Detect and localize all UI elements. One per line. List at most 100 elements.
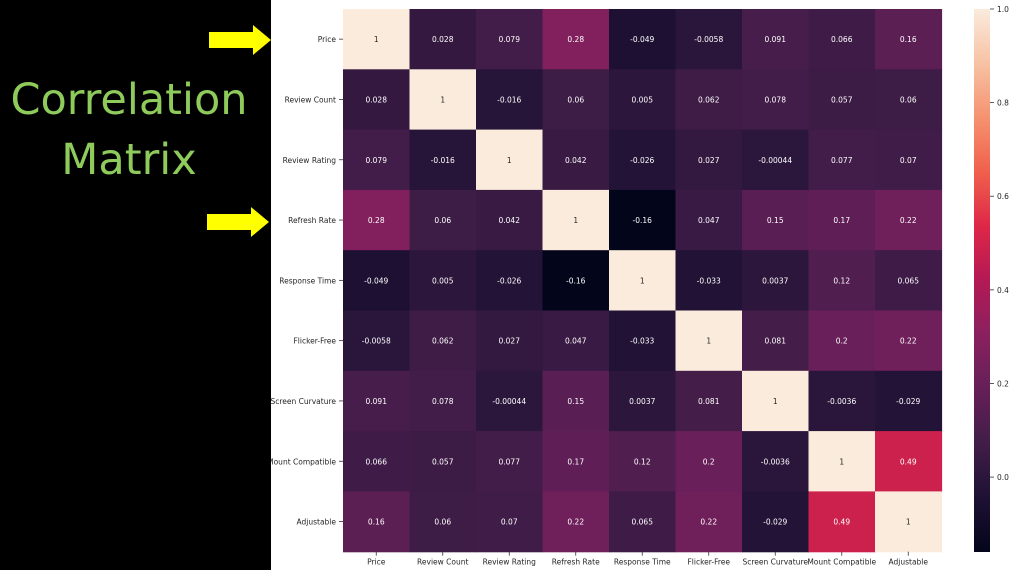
heatmap-cell	[343, 129, 411, 191]
cell-annotation: 0.047	[698, 216, 720, 225]
cell-annotation: 0.042	[499, 216, 521, 225]
cell-annotation: 0.027	[499, 337, 521, 346]
cell-annotation: 0.07	[900, 156, 917, 165]
cell-annotation: 1	[839, 457, 844, 466]
cell-annotation: 0.28	[368, 216, 385, 225]
cell-annotation: 0.16	[900, 35, 917, 44]
cell-annotation: 0.005	[432, 276, 454, 285]
cell-annotation: 1	[374, 35, 379, 44]
cell-annotation: -0.00044	[758, 156, 792, 165]
cell-annotation: 0.078	[432, 397, 454, 406]
x-tick-label: Mount Compatible	[807, 558, 876, 567]
y-tick-label: Price	[318, 35, 337, 44]
cell-annotation: -0.16	[566, 276, 586, 285]
heatmap-cell	[476, 69, 544, 131]
cell-annotation: -0.0036	[827, 397, 856, 406]
heatmap-cell	[542, 370, 610, 432]
cell-annotation: -0.016	[431, 156, 455, 165]
cell-annotation: 0.081	[698, 397, 720, 406]
y-tick-label: Mount Compatible	[271, 457, 336, 466]
heatmap-cell	[542, 491, 610, 553]
cell-annotation: 0.06	[434, 216, 451, 225]
cell-annotation: 1	[706, 337, 711, 346]
x-tick-label: Flicker-Free	[687, 558, 730, 567]
cell-annotation: 0.06	[900, 95, 917, 104]
cell-annotation: 0.047	[565, 337, 587, 346]
cell-annotation: 0.16	[368, 518, 385, 527]
slide-title: Correlation Matrix	[0, 70, 258, 190]
heatmap-cell	[343, 189, 411, 251]
cell-annotation: 1	[507, 156, 512, 165]
cell-annotation: -0.016	[497, 95, 521, 104]
heatmap-cell	[742, 310, 810, 372]
heatmap-cell	[343, 431, 411, 492]
heatmap-cell	[409, 491, 477, 553]
y-tick-label: Flicker-Free	[293, 337, 336, 346]
heatmap-cell	[875, 69, 943, 131]
heatmap-cell	[875, 310, 943, 372]
heatmap-cell	[675, 250, 743, 312]
heatmap-cell	[808, 370, 876, 432]
heatmap-cell	[609, 431, 677, 492]
cell-annotation: 0.057	[432, 457, 454, 466]
heatmap-cell	[675, 491, 743, 553]
cell-annotation: 1	[640, 276, 645, 285]
heatmap-cell	[409, 9, 477, 70]
cell-annotation: 0.0037	[762, 276, 788, 285]
heatmap-cell	[542, 310, 610, 372]
heatmap-cell	[609, 250, 677, 312]
cell-annotation: -0.00044	[492, 397, 526, 406]
heatmap-cell	[875, 9, 943, 70]
heatmap-cell	[409, 431, 477, 492]
heatmap-cell	[609, 69, 677, 131]
cell-annotation: -0.0058	[362, 337, 391, 346]
cell-annotation: 0.15	[767, 216, 784, 225]
y-tick-label: Adjustable	[297, 518, 337, 527]
heatmap-cell	[476, 310, 544, 372]
heatmap-cell	[609, 310, 677, 372]
heatmap-cell	[808, 491, 876, 553]
cell-annotation: 0.081	[765, 337, 787, 346]
y-tick-label: Refresh Rate	[288, 216, 336, 225]
cell-annotation: -0.0058	[694, 35, 723, 44]
cell-annotation: -0.026	[497, 276, 521, 285]
heatmap-cell	[409, 370, 477, 432]
cell-annotation: 0.079	[499, 35, 521, 44]
arrow-icon-refresh-rate	[207, 207, 269, 237]
y-tick-label: Review Count	[285, 95, 336, 104]
heatmap-cell	[343, 310, 411, 372]
x-tick-label: Screen Curvature	[742, 558, 808, 567]
cell-annotation: 0.062	[432, 337, 454, 346]
heatmap-cell	[675, 310, 743, 372]
heatmap-cell	[875, 250, 943, 312]
heatmap-cell	[476, 431, 544, 492]
x-tick-label: Review Count	[417, 558, 468, 567]
heatmap-cell	[609, 9, 677, 70]
x-tick-label: Response Time	[614, 558, 671, 567]
heatmap-cell	[808, 250, 876, 312]
cell-annotation: 0.078	[765, 95, 787, 104]
cell-annotation: -0.0036	[761, 457, 790, 466]
heatmap-cell	[875, 431, 943, 492]
heatmap-cell	[476, 491, 544, 553]
cell-annotation: 1	[906, 518, 911, 527]
heatmap-cell	[742, 370, 810, 432]
heatmap-cell	[808, 9, 876, 70]
cell-annotation: 0.22	[900, 216, 917, 225]
heatmap-cell	[875, 189, 943, 251]
cell-annotation: -0.029	[763, 518, 787, 527]
cell-annotation: 0.057	[831, 95, 853, 104]
colorbar-tick-label: 0.6	[997, 192, 1009, 201]
cell-annotation: 0.091	[765, 35, 787, 44]
cell-annotation: 0.077	[831, 156, 853, 165]
heatmap-cell	[675, 431, 743, 492]
cell-annotation: 1	[573, 216, 578, 225]
colorbar-tick-label: 0.4	[997, 286, 1009, 295]
cell-annotation: 1	[440, 95, 445, 104]
cell-annotation: -0.16	[633, 216, 653, 225]
heatmap-cell	[609, 189, 677, 251]
cell-annotation: 0.17	[567, 457, 584, 466]
x-tick-label: Review Rating	[483, 558, 537, 567]
cell-annotation: 0.22	[700, 518, 717, 527]
heatmap-cell	[742, 431, 810, 492]
